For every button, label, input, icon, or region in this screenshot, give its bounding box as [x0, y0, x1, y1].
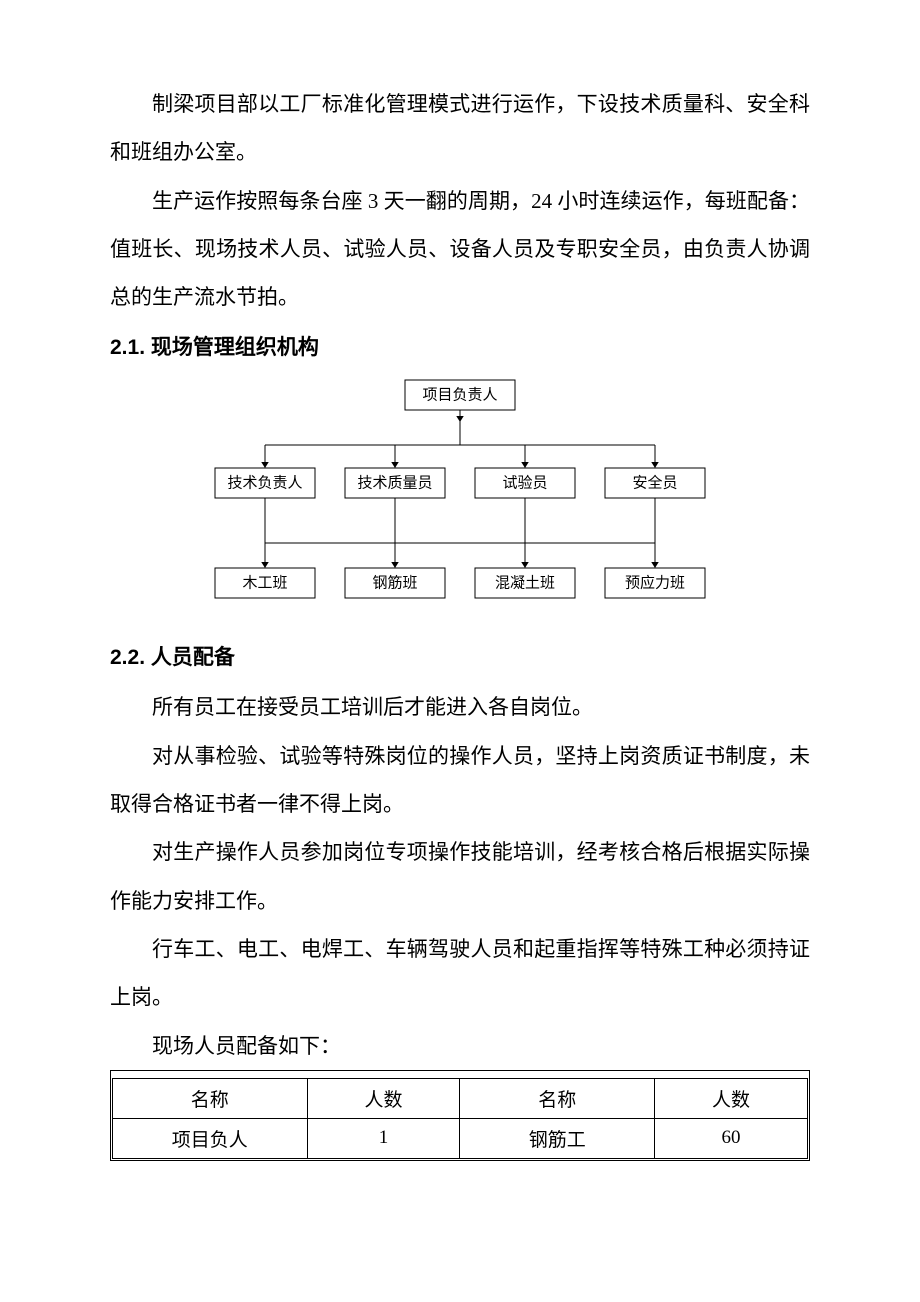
table-header-cell: 人数: [655, 1078, 808, 1118]
org-node-label-root: 项目负责人: [422, 387, 497, 404]
table-cell: 钢筋工: [460, 1118, 655, 1158]
paragraph-2-2-a: 所有员工在接受员工培训后才能进入各自岗位。: [110, 683, 810, 731]
table-cell: 60: [655, 1118, 808, 1158]
table-header-cell: 人数: [307, 1078, 460, 1118]
paragraph-intro-2: 生产运作按照每条台座 3 天一翻的周期，24 小时连续运作，每班配备：值班长、现…: [110, 177, 810, 322]
heading-2-1: 2.1. 现场管理组织机构: [110, 331, 810, 361]
paragraph-2-2-e: 现场人员配备如下：: [110, 1022, 810, 1070]
org-node-label-tech: 技术负责人: [227, 475, 302, 492]
table-header-cell: 名称: [113, 1078, 308, 1118]
table-row: 名称人数名称人数: [113, 1078, 808, 1118]
paragraph-2-2-d: 行车工、电工、电焊工、车辆驾驶人员和起重指挥等特殊工种必须持证上岗。: [110, 925, 810, 1022]
org-node-label-wood: 木工班: [242, 575, 287, 592]
org-node-label-prestr: 预应力班: [625, 574, 685, 592]
heading-2-2: 2.2. 人员配备: [110, 641, 810, 671]
org-node-label-rebar: 钢筋班: [372, 575, 417, 592]
staffing-table: 名称人数名称人数项目负人1钢筋工60: [112, 1078, 808, 1159]
org-node-label-test: 试验员: [502, 475, 547, 492]
table-cell: 1: [307, 1118, 460, 1158]
org-node-label-safe: 安全员: [632, 474, 677, 492]
table-cell: 项目负人: [113, 1118, 308, 1158]
org-node-label-concr: 混凝土班: [495, 575, 555, 592]
org-node-label-qual: 技术质量员: [357, 475, 432, 492]
org-chart: 项目负责人技术负责人 技术质量员 试验员 安全员木工班 钢筋班 混凝土班 预应力班: [180, 373, 740, 623]
org-chart-svg: 项目负责人技术负责人 技术质量员 试验员 安全员木工班 钢筋班 混凝土班 预应力班: [180, 373, 740, 623]
staffing-table-wrapper: 名称人数名称人数项目负人1钢筋工60: [110, 1070, 810, 1161]
table-row: 项目负人1钢筋工60: [113, 1118, 808, 1158]
paragraph-2-2-c: 对生产操作人员参加岗位专项操作技能培训，经考核合格后根据实际操作能力安排工作。: [110, 828, 810, 925]
paragraph-2-2-b: 对从事检验、试验等特殊岗位的操作人员，坚持上岗资质证书制度，未取得合格证书者一律…: [110, 732, 810, 829]
paragraph-intro-1: 制梁项目部以工厂标准化管理模式进行运作，下设技术质量科、安全科和班组办公室。: [110, 80, 810, 177]
table-header-cell: 名称: [460, 1078, 655, 1118]
